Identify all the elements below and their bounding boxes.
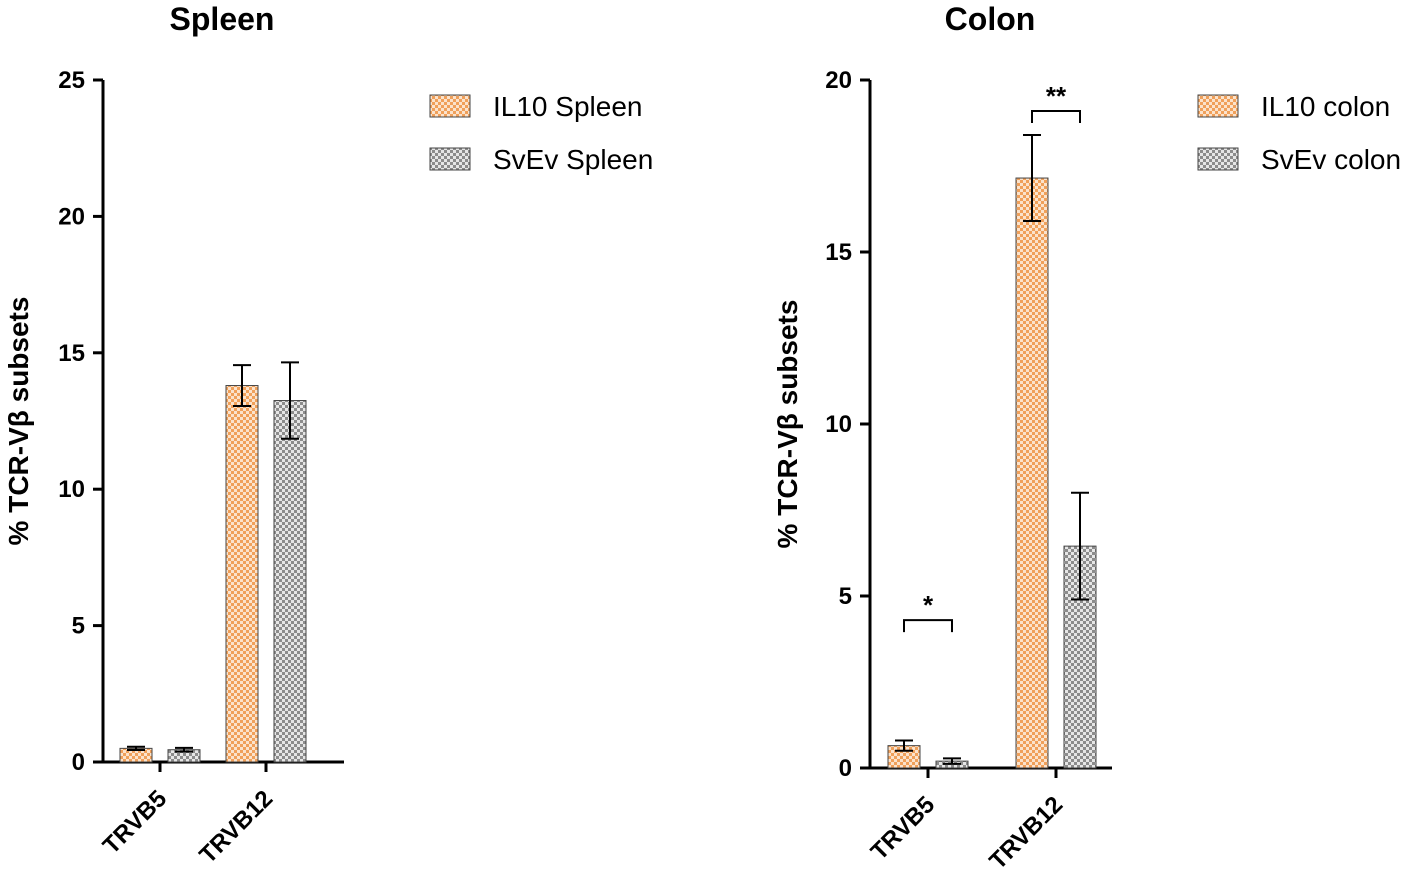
y-axis-label: % TCR-Vβ subsets	[772, 300, 803, 549]
x-axis-labels: TRVB5 TRVB12	[866, 791, 1068, 875]
legend-swatch	[1197, 147, 1239, 171]
legend-label: SvEv Spleen	[493, 144, 653, 175]
legend-label: SvEv colon	[1261, 144, 1401, 175]
significance-brackets: ***	[903, 81, 1081, 633]
chart-title: Colon	[945, 1, 1036, 37]
x-axis-labels: TRVB5 TRVB12	[98, 785, 278, 869]
x-tick-label: TRVB12	[984, 791, 1068, 875]
y-tick-label: 20	[58, 203, 85, 230]
legend-swatch	[429, 94, 471, 118]
significance-bracket	[903, 619, 953, 633]
y-tick-label: 0	[72, 749, 85, 776]
legend-label: IL10 colon	[1261, 91, 1390, 122]
significance-label: *	[923, 590, 934, 620]
significance-bracket	[1031, 109, 1081, 123]
significance-label: **	[1046, 81, 1067, 111]
y-tick-label: 10	[825, 411, 852, 438]
y-axis: 0 5 10 15 20 25	[58, 67, 344, 776]
y-tick-label: 0	[839, 755, 852, 782]
spleen-panel: Spleen % TCR-Vβ subsets 0 5 10 15 20 25 TRVB5…	[3, 1, 653, 869]
bar	[225, 385, 259, 763]
y-tick-label: 15	[58, 340, 85, 367]
legend: IL10 colon SvEv colon	[1197, 91, 1401, 175]
y-tick-label: 10	[58, 476, 85, 503]
y-tick-label: 5	[72, 613, 85, 640]
chart-title: Spleen	[170, 1, 275, 37]
legend: IL10 Spleen SvEv Spleen	[429, 91, 653, 175]
legend-swatch	[429, 147, 471, 171]
bar	[273, 400, 307, 763]
y-tick-label: 5	[839, 583, 852, 610]
legend-label: IL10 Spleen	[493, 91, 642, 122]
bars	[119, 361, 307, 763]
x-tick-label: TRVB12	[194, 785, 278, 869]
bars	[887, 134, 1097, 769]
y-tick-label: 20	[825, 67, 852, 94]
x-tick-label: TRVB5	[98, 785, 172, 859]
y-tick-label: 15	[825, 239, 852, 266]
x-tick-label: TRVB5	[866, 791, 940, 865]
y-axis-label: % TCR-Vβ subsets	[3, 297, 34, 546]
y-tick-label: 25	[58, 67, 85, 94]
legend-swatch	[1197, 94, 1239, 118]
bar	[1015, 177, 1049, 769]
